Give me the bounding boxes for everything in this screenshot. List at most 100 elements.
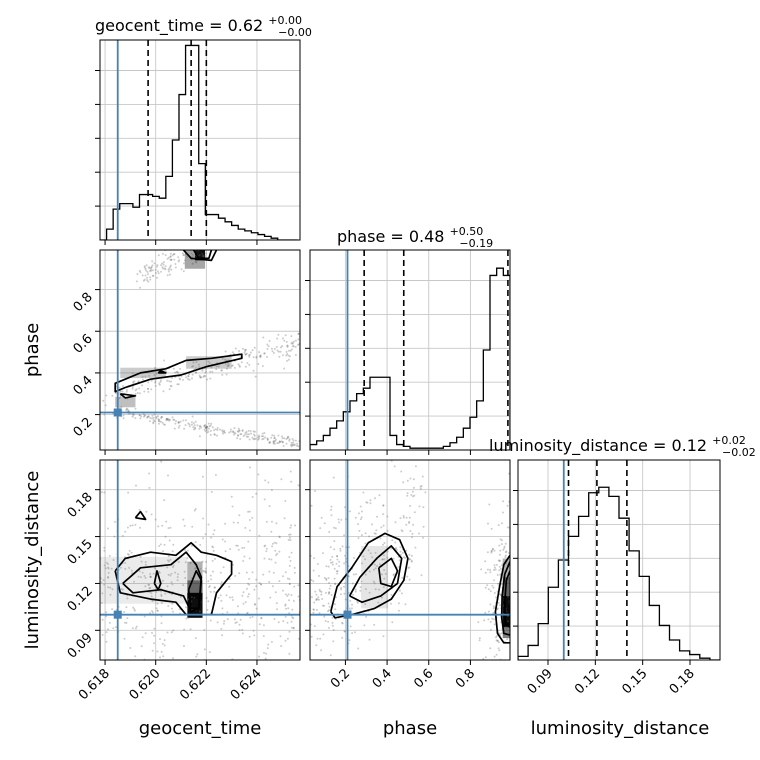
scatter-point — [152, 421, 155, 424]
scatter-point — [185, 247, 187, 249]
scatter-point — [399, 553, 402, 556]
scatter-point — [143, 415, 145, 418]
scatter-point — [241, 632, 244, 635]
scatter-point — [209, 370, 212, 373]
scatter-point — [97, 606, 99, 608]
scatter-point — [173, 418, 176, 421]
scatter-point — [214, 473, 217, 476]
panel-border — [99, 39, 301, 241]
scatter-point — [348, 546, 351, 549]
scatter-point — [155, 415, 158, 418]
scatter-point — [223, 429, 226, 432]
scatter-point — [134, 407, 137, 410]
scatter-point — [293, 585, 296, 588]
scatter-point — [166, 257, 169, 260]
scatter-point — [195, 361, 198, 364]
scatter-point — [198, 366, 201, 368]
scatter-point — [280, 440, 283, 443]
scatter-point — [251, 516, 254, 519]
scatter-point — [167, 418, 170, 421]
scatter-point — [210, 490, 213, 493]
scatter-point — [514, 601, 516, 603]
scatter-point — [291, 443, 294, 446]
tick-label-y: 0.4 — [71, 373, 96, 398]
scatter-point — [104, 404, 107, 407]
scatter-point — [297, 338, 300, 341]
scatter-point — [251, 615, 254, 618]
scatter-point — [334, 582, 337, 585]
scatter-point — [357, 647, 360, 650]
scatter-point — [497, 559, 500, 562]
scatter-point — [248, 355, 251, 358]
scatter-point — [156, 602, 159, 605]
scatter-point — [343, 592, 346, 595]
scatter-point — [163, 499, 166, 502]
scatter-point — [124, 562, 127, 564]
scatter-point — [174, 571, 177, 574]
scatter-point — [149, 612, 152, 615]
scatter-point — [279, 441, 282, 443]
scatter-point — [204, 571, 207, 574]
scatter-point — [132, 380, 135, 383]
scatter-point — [209, 434, 212, 436]
scatter-point — [192, 253, 195, 256]
scatter-point — [499, 538, 502, 541]
scatter-point — [191, 373, 194, 376]
scatter-point — [344, 506, 346, 509]
scatter-point — [168, 539, 171, 542]
scatter-point — [162, 261, 165, 264]
scatter-point — [286, 437, 289, 440]
scatter-point — [125, 390, 128, 393]
scatter-point — [364, 532, 367, 535]
scatter-point — [144, 662, 146, 664]
scatter-point — [126, 526, 129, 529]
scatter-point — [108, 621, 111, 624]
scatter-point — [163, 267, 166, 270]
scatter-point — [272, 351, 275, 354]
scatter-point — [149, 572, 152, 575]
scatter-point — [313, 608, 315, 611]
scatter-point — [493, 569, 495, 571]
scatter-point — [141, 571, 144, 574]
scatter-point — [182, 419, 185, 422]
scatter-point — [208, 585, 211, 587]
scatter-point — [191, 365, 194, 368]
scatter-point — [502, 500, 505, 503]
scatter-point — [328, 609, 330, 612]
scatter-point — [287, 607, 290, 610]
scatter-point — [288, 599, 290, 602]
scatter-point — [125, 606, 128, 609]
scatter-point — [182, 254, 185, 257]
scatter-point — [513, 632, 515, 634]
scatter-point — [192, 361, 195, 364]
scatter-point — [291, 438, 294, 440]
scatter-point — [191, 415, 194, 418]
scatter-point — [319, 637, 322, 640]
scatter-point — [195, 260, 198, 263]
scatter-point — [343, 534, 346, 537]
scatter-point — [258, 351, 261, 354]
scatter-point — [237, 430, 240, 433]
scatter-point — [243, 555, 246, 558]
scatter-point — [157, 525, 160, 528]
contour-line — [503, 570, 510, 628]
tick-label-y: 0.09 — [65, 631, 96, 662]
scatter-point — [204, 424, 207, 427]
scatter-point — [287, 354, 290, 357]
scatter-point — [287, 435, 290, 438]
scatter-point — [252, 356, 255, 359]
scatter-point — [144, 585, 147, 588]
scatter-point — [171, 254, 174, 257]
scatter-point — [512, 601, 514, 603]
scatter-point — [165, 419, 168, 421]
scatter-point — [100, 602, 103, 604]
scatter-point — [351, 603, 353, 606]
scatter-point — [259, 583, 262, 586]
scatter-point — [331, 555, 334, 558]
scatter-point — [209, 424, 212, 427]
scatter-point — [160, 379, 162, 382]
scatter-point — [283, 437, 286, 440]
scatter-point — [407, 567, 410, 569]
scatter-point — [214, 586, 216, 589]
scatter-point — [139, 417, 142, 420]
